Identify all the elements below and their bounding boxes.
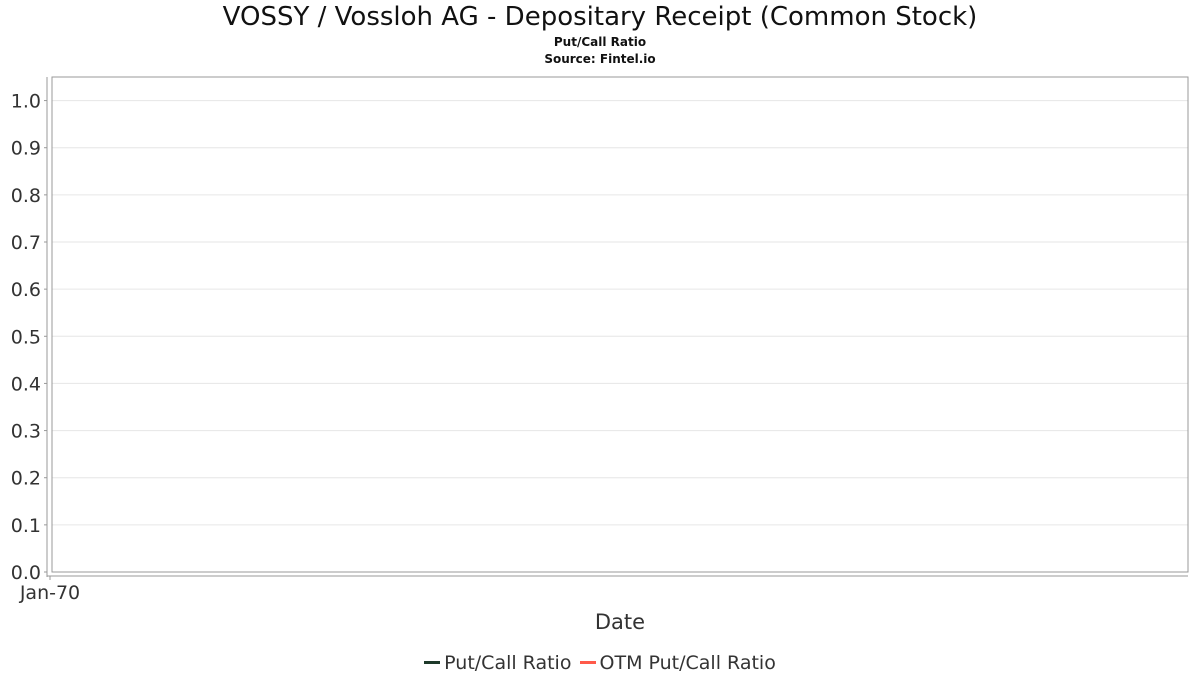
legend-item-otm-put-call-ratio: OTM Put/Call Ratio — [579, 651, 776, 674]
legend-swatch-otm-put-call-ratio — [579, 661, 596, 664]
y-tick-label: 0.6 — [11, 279, 41, 301]
y-tick-label: 1.0 — [11, 91, 41, 113]
y-tick-label: 0.8 — [11, 185, 41, 207]
y-tick-label: 0.2 — [11, 468, 41, 490]
grid-lines — [52, 100, 1188, 526]
y-tick-label: 0.5 — [11, 326, 41, 348]
y-tick-label: 0.3 — [11, 421, 41, 443]
legend-label-otm-put-call-ratio: OTM Put/Call Ratio — [599, 651, 776, 674]
y-tick-label: 0.4 — [11, 373, 41, 395]
chart-source: Source: Fintel.io — [544, 52, 656, 66]
y-tick-label: 0.1 — [11, 515, 41, 537]
plot-frame — [51, 76, 1189, 573]
legend: Put/Call Ratio OTM Put/Call Ratio — [0, 647, 1200, 674]
x-tick-label: Jan-70 — [19, 582, 80, 604]
x-axis-label: Date — [595, 610, 645, 634]
y-tick-label: 0.7 — [11, 232, 41, 254]
y-axis-ticks: 0.0 0.1 0.2 0.3 0.4 0.5 0.6 0.7 0.8 0.9 1.0 — [11, 91, 47, 584]
chart-title: VOSSY / Vossloh AG - Depositary Receipt … — [222, 2, 978, 32]
y-tick-label: 0.0 — [11, 562, 41, 584]
legend-label-put-call-ratio: Put/Call Ratio — [444, 651, 572, 674]
legend-swatch-put-call-ratio — [424, 661, 441, 664]
chart-subtitle: Put/Call Ratio — [553, 35, 647, 49]
legend-item-put-call-ratio: Put/Call Ratio — [424, 652, 571, 674]
y-tick-label: 0.9 — [11, 138, 41, 160]
x-axis-ticks: Jan-70 — [19, 576, 80, 604]
